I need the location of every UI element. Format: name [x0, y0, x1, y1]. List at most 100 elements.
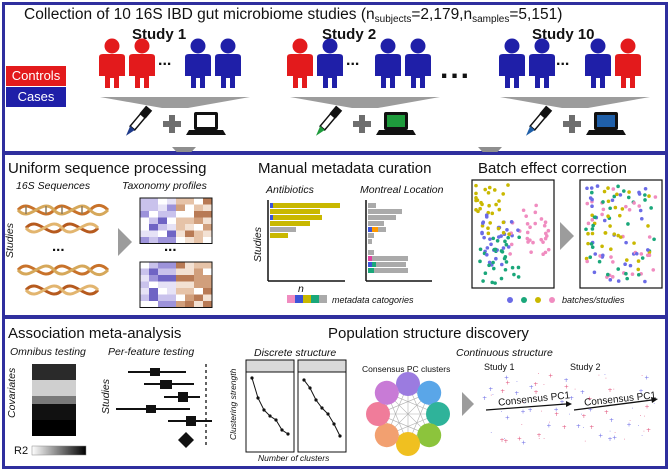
scatter-point [590, 218, 595, 222]
heatmap-cell [167, 268, 176, 275]
scatter-point [504, 242, 509, 247]
funnels [100, 97, 650, 108]
heatmap-cell [140, 268, 149, 275]
continuous-point: + [537, 432, 542, 439]
scatter-point [503, 255, 508, 259]
scatter-point [506, 245, 511, 249]
scatter-point [638, 208, 643, 213]
scatter-point [610, 198, 615, 203]
scatter-point [500, 262, 504, 267]
continuous-point: · [521, 422, 523, 429]
continuous-point: + [500, 437, 505, 444]
heatmap-cell [140, 198, 149, 205]
continuous-point: · [538, 436, 540, 443]
dna-icons [16, 203, 110, 296]
continuous-point: + [576, 423, 581, 430]
heatmap-cell [158, 294, 167, 301]
forest-plot [116, 364, 212, 448]
scatter-point [499, 276, 504, 281]
collection-title: Collection of 10 16S IBD gut microbiome … [24, 6, 562, 25]
scatter-point [622, 189, 626, 193]
continuous-point: · [516, 379, 518, 386]
scatter-point [506, 183, 510, 187]
heatmap-cell [140, 230, 149, 237]
heatmap-cell [194, 281, 203, 288]
heatmap-cell [203, 301, 212, 308]
continuous-point: + [589, 424, 594, 431]
continuous-point: · [522, 400, 524, 407]
scatter-point [510, 265, 515, 270]
scatter-point [490, 280, 495, 285]
scatter-point [625, 276, 629, 281]
heatmap-cell [185, 211, 194, 218]
scatter-point [627, 208, 632, 212]
scatter-point [494, 202, 498, 207]
discrete-structure-plots [245, 359, 347, 453]
scatter-point [624, 240, 628, 245]
scatter-point [636, 272, 641, 277]
continuous-point: · [583, 425, 585, 432]
continuous-point: + [564, 383, 569, 390]
continuous-point: · [639, 413, 641, 420]
heatmap-cell [176, 301, 185, 308]
heatmap-cell [194, 268, 203, 275]
title-eq-subjects: =2,179,n [411, 6, 473, 23]
scatter-point [628, 263, 633, 268]
heatmap-cell [203, 275, 212, 282]
heatmap-cell [167, 275, 176, 282]
scatter-point [490, 211, 495, 216]
scatter-point [474, 198, 478, 203]
heatmap-cell [140, 281, 149, 288]
scatter-point [612, 194, 617, 199]
scatter-point [486, 231, 491, 236]
scatter-point [606, 214, 610, 219]
sequences-ellipsis: ... [52, 238, 65, 255]
continuous-point: · [548, 419, 550, 426]
scatter-point [590, 227, 595, 231]
scatter-point [590, 190, 594, 195]
scatter-point [590, 204, 594, 209]
heatmap-cell [167, 281, 176, 288]
heatmap-cell [194, 230, 203, 237]
continuous-point: + [598, 433, 603, 440]
scatter-point [634, 251, 639, 256]
scatter-point [589, 186, 594, 190]
heatmap-cell [158, 301, 167, 308]
batch-arrow [560, 222, 574, 250]
continuous-point: · [629, 418, 631, 425]
continuous-study2-points: ·+·++++··+···+····++···++····+·+·+·+·+++ [568, 372, 655, 446]
continuous-point: · [609, 428, 611, 435]
continuous-point: · [641, 373, 643, 380]
scatter-point [616, 233, 621, 238]
continuous-point: · [598, 372, 600, 379]
scatter-point [504, 260, 509, 264]
scatter-point [528, 225, 532, 230]
scatter-point [602, 189, 607, 194]
heatmap-cell [185, 281, 194, 288]
legend-cases: Cases [6, 87, 66, 107]
scatter-point [491, 260, 495, 265]
title-sub-samples: samples [472, 14, 510, 25]
montreal-label: Montreal Location [360, 184, 444, 196]
scatter-point [613, 205, 618, 210]
heatmap-cell [194, 237, 203, 244]
heatmap-cell [176, 294, 185, 301]
scatter-point [610, 275, 615, 279]
heatmap-cell [185, 301, 194, 308]
heatmap-cell [203, 217, 212, 224]
cluster-node [374, 423, 399, 448]
continuous-point: + [588, 407, 593, 414]
continuous-point: · [613, 387, 615, 394]
scatter-point [525, 236, 530, 241]
heatmap-cell [203, 237, 212, 244]
heatmap-cell [149, 275, 158, 282]
continuous-study1-label: Study 1 [484, 362, 515, 372]
scatter-point [486, 191, 491, 195]
scatter-point [517, 235, 521, 240]
heatmap-cell [203, 281, 212, 288]
heatmap-cell [158, 217, 167, 224]
scatter-point [543, 220, 548, 225]
omnibus-heatmap [32, 364, 76, 436]
heatmap-cell [185, 204, 194, 211]
heatmap-cell [149, 301, 158, 308]
